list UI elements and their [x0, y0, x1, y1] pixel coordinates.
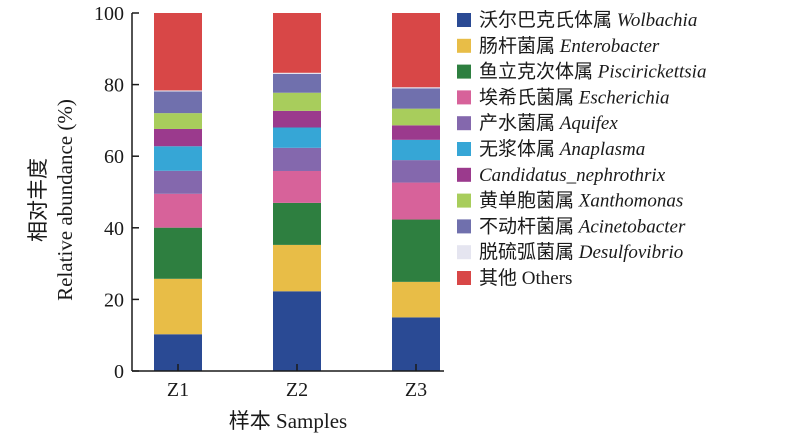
bar-segment-z2-7: [273, 92, 321, 111]
bar-segment-z3-10: [392, 13, 440, 88]
legend-swatch-6: [457, 167, 471, 182]
bar-segment-z3-1: [392, 281, 440, 318]
legend-swatch-3: [457, 90, 471, 105]
x-tick-label-z3: Z3: [405, 379, 427, 401]
y-axis-title-en: Relative abundance (%): [53, 99, 77, 301]
bar-segment-z1-3: [154, 193, 202, 228]
legend-entry-4: 产水菌属 Aquifex: [479, 112, 618, 134]
legend-swatch-7: [457, 193, 471, 208]
legend-entry-2: 鱼立克次体属 Piscirickettsia: [479, 61, 706, 83]
legend-entry-9: 脱硫弧菌属 Desulfovibrio: [479, 241, 683, 263]
legend-entry-5: 无浆体属 Anaplasma: [479, 138, 645, 160]
bar-segment-z1-2: [154, 227, 202, 279]
legend-entry-6: Candidatus_nephrothrix: [479, 165, 666, 186]
bar-segment-z2-8: [273, 73, 321, 93]
y-tick-label: 100: [94, 3, 124, 25]
bar-segment-z1-8: [154, 91, 202, 114]
bar-segment-z3-8: [392, 88, 440, 109]
legend-swatch-10: [457, 271, 471, 285]
bar-segment-z1-9: [154, 90, 202, 92]
bar-segment-z2-9: [273, 72, 321, 74]
y-axis-title-zh: 相对丰度: [26, 158, 50, 242]
legend-swatch-4: [457, 116, 471, 131]
y-tick-label: 40: [104, 218, 124, 240]
bar-segment-z3-2: [392, 219, 440, 282]
bar-segment-z3-3: [392, 182, 440, 220]
bar-segment-z3-6: [392, 125, 440, 140]
y-axis: 0 20 40 60 80 100: [94, 3, 139, 383]
legend-swatch-0: [457, 13, 471, 27]
bar-segment-z3-7: [392, 108, 440, 126]
legend-entry-8: 不动杆菌属 Acinetobacter: [479, 215, 686, 237]
legend-entry-3: 埃希氏菌属 Escherichia: [479, 86, 670, 108]
x-tick-label-z2: Z2: [286, 379, 308, 401]
legend-entry-7: 黄单胞菌属 Xanthomonas: [479, 190, 683, 212]
legend-entry-0: 沃尔巴克氏体属 Wolbachia: [479, 9, 697, 31]
x-axis-title: 样本 Samples: [229, 409, 347, 433]
bar-segment-z1-7: [154, 113, 202, 129]
bar-segment-z2-4: [273, 147, 321, 171]
x-axis: Z1 Z2 Z3: [132, 364, 444, 401]
y-tick-label: 80: [104, 75, 124, 97]
bar-segment-z3-0: [392, 317, 440, 371]
legend-swatch-1: [457, 38, 471, 53]
legend: 沃尔巴克氏体属 Wolbachia 肠杆菌属 Enterobacter 鱼立克次体属…: [457, 9, 706, 289]
plot-area: [154, 13, 440, 371]
bar-segment-z2-1: [273, 244, 321, 292]
bar-segment-z2-5: [273, 127, 321, 148]
y-tick-label: 20: [104, 289, 124, 311]
bar-segment-z2-0: [273, 291, 321, 371]
legend-swatch-5: [457, 142, 471, 156]
legend-swatch-8: [457, 219, 471, 234]
bar-segment-z1-10: [154, 13, 202, 91]
bar-segment-z1-6: [154, 128, 202, 147]
x-tick-label-z1: Z1: [167, 379, 189, 401]
bar-segment-z2-3: [273, 170, 321, 203]
legend-swatch-2: [457, 64, 471, 79]
bar-segment-z3-5: [392, 139, 440, 161]
bar-segment-z1-4: [154, 170, 202, 194]
bar-segment-z1-5: [154, 146, 202, 171]
y-tick-label: 0: [114, 361, 124, 383]
legend-swatch-9: [457, 245, 471, 260]
bar-segment-z3-9: [392, 87, 440, 89]
bar-segment-z3-4: [392, 160, 440, 183]
bar-segment-z1-1: [154, 278, 202, 335]
bar-segment-z2-6: [273, 110, 321, 128]
bar-segment-z2-2: [273, 202, 321, 245]
legend-entry-1: 肠杆菌属 Enterobacter: [479, 35, 660, 57]
y-tick-label: 60: [104, 146, 124, 168]
legend-entry-10: 其他 Others: [479, 267, 572, 289]
bar-segment-z2-10: [273, 13, 321, 73]
